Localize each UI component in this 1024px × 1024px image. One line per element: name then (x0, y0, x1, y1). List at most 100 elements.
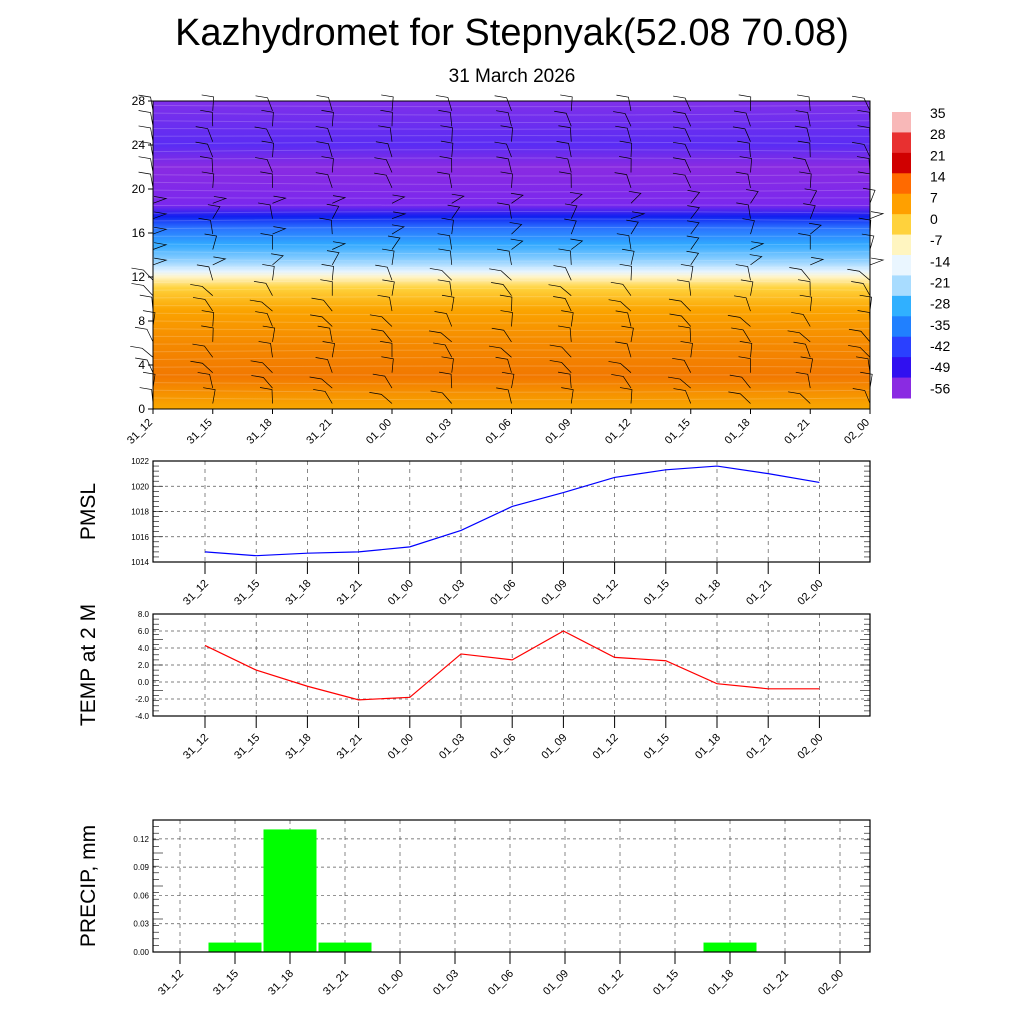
wind-barb (619, 263, 632, 281)
wind-barb (628, 190, 642, 204)
wind-barb (793, 157, 811, 173)
x-tick-label: 01_09 (543, 417, 573, 447)
wind-barb (152, 242, 168, 250)
y-tick-label: 0.12 (133, 835, 149, 844)
wind-barb (804, 188, 818, 204)
wind-barb (139, 294, 154, 312)
contour-line (152, 312, 871, 316)
contour-line (152, 197, 871, 199)
wind-barb (687, 205, 700, 219)
wind-barb (497, 248, 512, 265)
wind-barb (313, 389, 333, 404)
x-tick-label: 31_18 (266, 968, 296, 998)
x-tick-label: 01_00 (386, 732, 416, 762)
wind-barb (489, 268, 512, 281)
contour-line (152, 135, 871, 137)
wind-barb (491, 327, 512, 343)
wind-barb (852, 142, 871, 158)
colorbar-swatch (892, 377, 911, 399)
wind-barb (332, 241, 347, 250)
wind-barb (810, 257, 825, 266)
wind-barb (196, 264, 214, 281)
colorbar-swatch (892, 255, 911, 276)
contour-line (152, 104, 871, 108)
wind-barb (142, 310, 156, 327)
wind-barb (673, 95, 692, 112)
contour-line (152, 342, 871, 345)
contour-line (152, 335, 871, 338)
y-tick-label: 4 (138, 358, 145, 372)
wind-barb (564, 203, 578, 219)
wind-barb (198, 217, 214, 235)
x-tick-label: 01_18 (693, 578, 723, 608)
x-tick-label: 31_21 (335, 732, 365, 762)
contour-line (152, 120, 871, 124)
wind-barb (739, 341, 753, 358)
wind-barb (378, 125, 393, 142)
wind-barb (549, 360, 572, 373)
wind-barb (451, 193, 465, 204)
x-tick-label: 01_06 (488, 732, 518, 762)
y-axis-label: PMSL (77, 483, 100, 540)
wind-barb (855, 356, 871, 373)
wind-barb (852, 388, 871, 404)
wind-barb (750, 241, 765, 250)
wind-barb (310, 314, 333, 327)
wind-barb (496, 110, 512, 127)
colorbar-label: 0 (930, 211, 938, 227)
wind-barb (560, 94, 573, 111)
wind-barb (859, 294, 872, 312)
y-tick-label: 1022 (131, 457, 149, 466)
wind-barb (548, 284, 572, 296)
wind-barb (272, 195, 287, 204)
wind-barb (734, 295, 751, 312)
contour-line (152, 328, 871, 331)
x-tick-label: 01_12 (591, 732, 621, 762)
wind-barb (201, 325, 214, 342)
wind-barb (203, 387, 216, 404)
x-tick-label: 01_18 (723, 417, 753, 447)
wind-barb (611, 374, 632, 389)
wind-barb (374, 157, 393, 173)
wind-barb (497, 202, 512, 219)
wind-barb (733, 110, 751, 127)
temp-panel: -4.0 -2.0 0.0 2.0 4.0 6.0 8.0 31_12 31_15 31_18 31… (77, 604, 871, 762)
precip-panel: 0.00 0.03 0.06 0.09 0.12 31_12 31_15 31_18 31_21… (77, 819, 871, 998)
wind-barb (433, 342, 453, 358)
x-tick-label: 31_15 (232, 578, 262, 608)
wind-barb (429, 268, 452, 281)
colorbar-swatch (892, 275, 911, 297)
x-tick-label: 02_00 (842, 417, 872, 447)
colorbar-swatch (892, 357, 911, 379)
wind-barb (861, 233, 875, 250)
colorbar-label: -7 (930, 232, 943, 248)
colorbar-label: -49 (930, 359, 950, 375)
x-tick-label: 31_15 (185, 417, 215, 447)
wind-barb (608, 299, 632, 312)
wind-barb (438, 248, 453, 265)
y-tick-label: 8 (138, 314, 145, 328)
wind-barb (686, 220, 700, 235)
wind-barb (382, 279, 395, 296)
wind-barb (311, 297, 333, 312)
wind-barb (377, 294, 393, 312)
wind-barb (254, 126, 273, 142)
wind-barb (261, 140, 274, 158)
wind-barb (315, 172, 333, 189)
x-tick-label: 01_18 (693, 732, 723, 762)
wind-barb (672, 157, 692, 173)
x-tick-label: 01_09 (539, 578, 569, 608)
chart-title: Kazhydromet for Stepnyak(52.08 70.08) (175, 12, 849, 54)
wind-barb (321, 156, 334, 173)
wind-barb (848, 328, 871, 343)
contour-line (152, 189, 871, 193)
wind-barb (138, 125, 154, 142)
wind-barb (138, 94, 154, 111)
wind-barb (375, 264, 393, 281)
colorbar-label: -35 (930, 317, 950, 333)
wind-barb (558, 125, 572, 142)
wind-barb (152, 196, 168, 204)
y-tick-label: -2.0 (135, 695, 149, 704)
wind-barb (387, 235, 401, 250)
contour-line (152, 382, 871, 385)
